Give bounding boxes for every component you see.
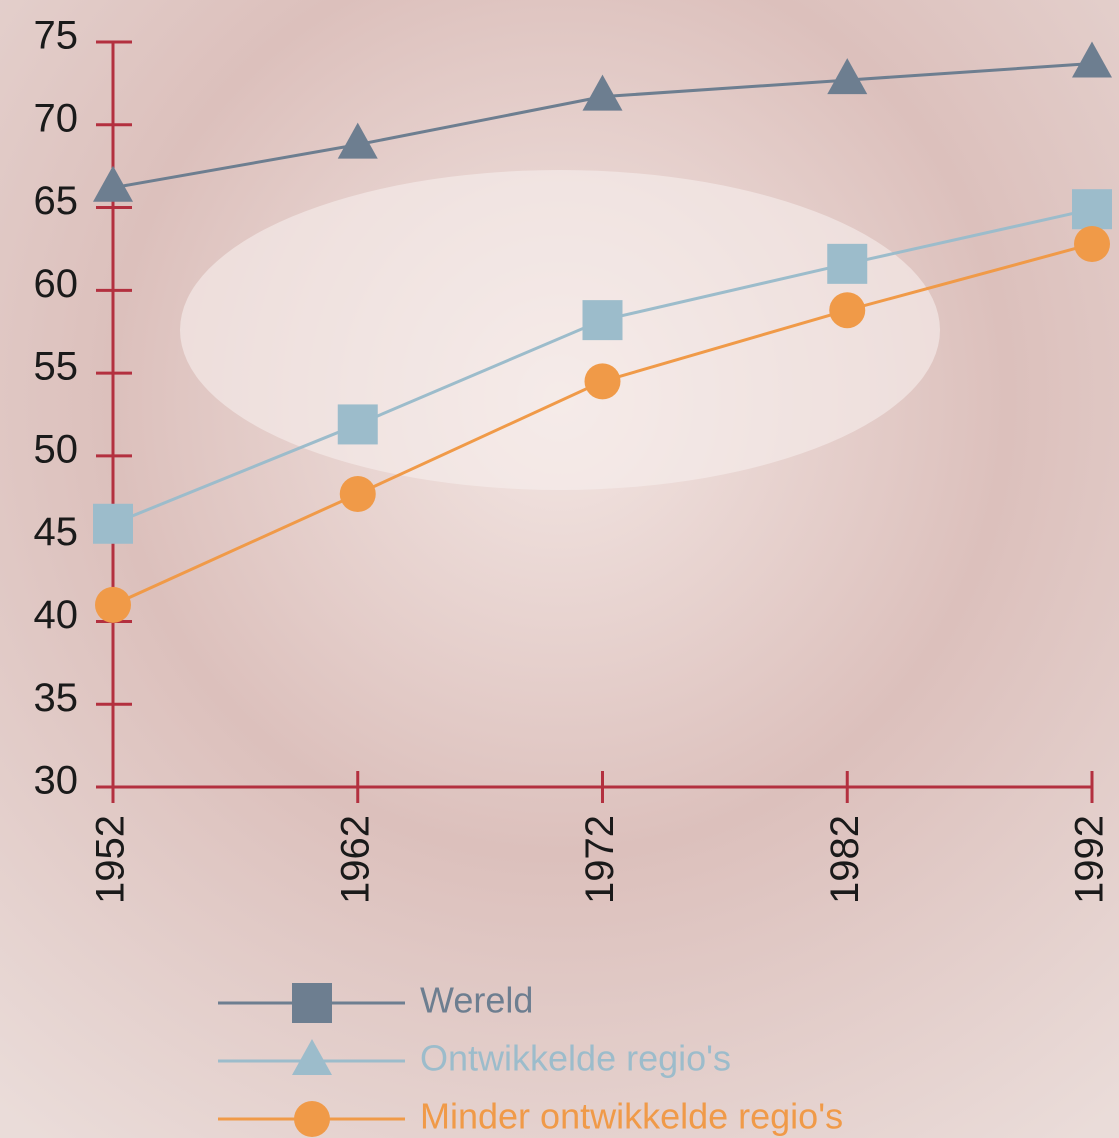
background-blur — [180, 170, 940, 490]
data-point — [95, 586, 131, 623]
data-point — [827, 58, 868, 95]
x-tick-label: 1992 — [1068, 815, 1112, 904]
x-tick-label: 1962 — [333, 815, 377, 904]
y-tick-label: 65 — [34, 179, 79, 223]
legend-label: Ontwikkelde regio's — [420, 1038, 731, 1079]
data-point — [339, 475, 376, 512]
y-tick-label: 55 — [34, 345, 79, 389]
y-tick-label: 70 — [34, 96, 79, 140]
legend-marker — [294, 1101, 330, 1137]
y-tick-label: 50 — [34, 427, 79, 471]
data-point — [1072, 189, 1112, 230]
data-point — [582, 300, 623, 341]
y-tick-label: 35 — [34, 676, 79, 720]
y-tick-label: 40 — [34, 593, 79, 637]
data-point — [1074, 225, 1110, 262]
data-point — [827, 243, 868, 284]
data-point — [93, 503, 133, 544]
data-point — [1072, 41, 1112, 78]
legend-label: Wereld — [420, 980, 533, 1021]
x-tick-label: 1952 — [89, 815, 133, 904]
data-point — [93, 165, 133, 202]
y-tick-label: 45 — [34, 510, 79, 554]
data-point — [584, 363, 621, 400]
x-tick-label: 1972 — [578, 815, 622, 904]
data-point — [337, 404, 378, 445]
legend-marker — [292, 983, 332, 1023]
data-point — [829, 292, 866, 329]
legend-marker — [292, 1039, 332, 1075]
legend-label: Minder ontwikkelde regio's — [420, 1096, 843, 1137]
x-tick-label: 1982 — [823, 815, 867, 904]
data-point — [337, 122, 378, 159]
data-point — [582, 74, 623, 111]
y-tick-label: 60 — [34, 262, 79, 306]
y-tick-label: 75 — [34, 14, 79, 58]
y-tick-label: 30 — [34, 759, 79, 803]
